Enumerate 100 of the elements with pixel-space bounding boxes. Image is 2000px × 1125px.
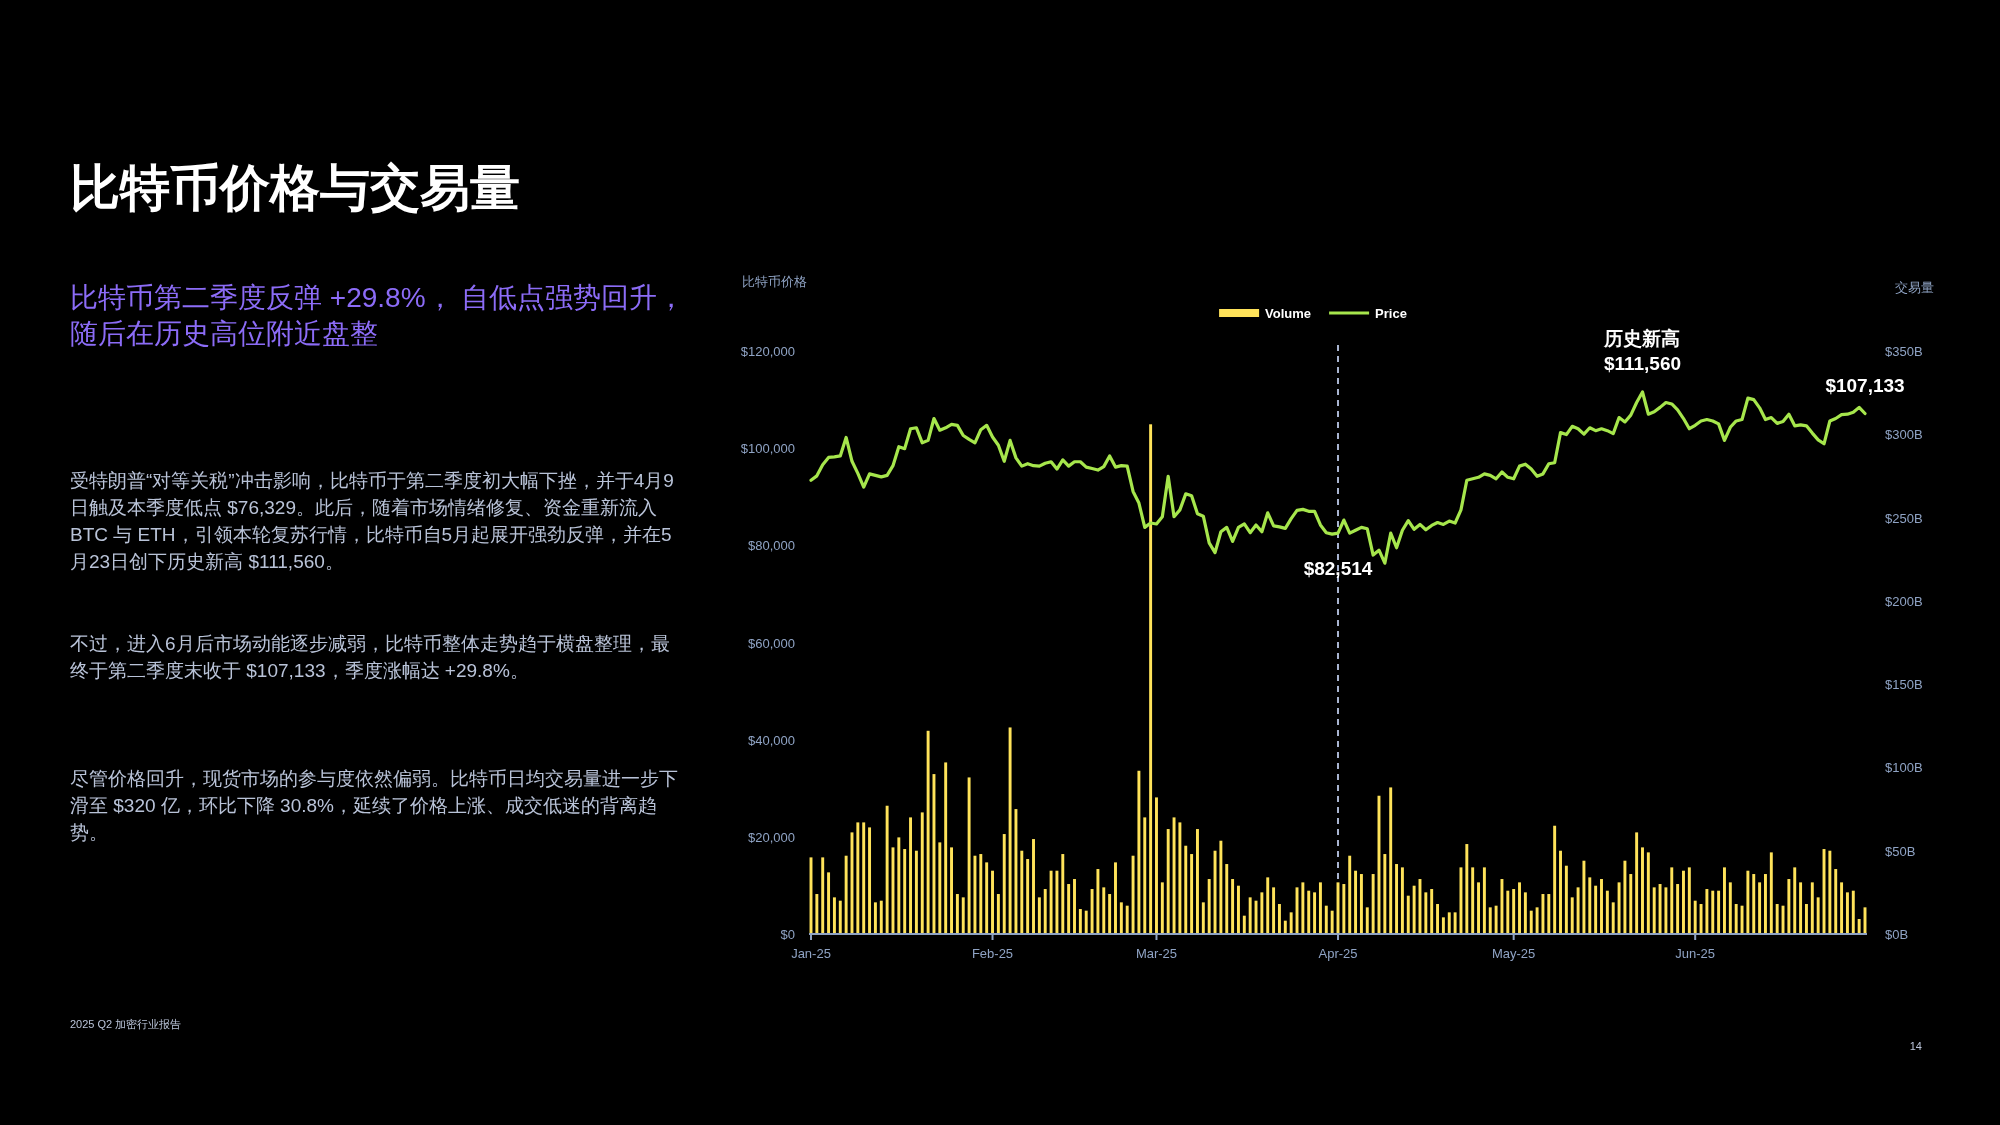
bar [1073, 879, 1076, 934]
bar [1149, 424, 1153, 934]
bar [1207, 879, 1211, 934]
bar [1412, 885, 1416, 934]
y2-tick-label: $0B [1885, 927, 1909, 942]
bar [1547, 894, 1551, 934]
bar [1348, 855, 1352, 934]
bar [1424, 892, 1428, 934]
y2-tick-label: $150B [1885, 677, 1923, 693]
bar [1477, 882, 1480, 934]
bar [1277, 904, 1281, 934]
bar [1559, 850, 1562, 934]
bar [1155, 797, 1158, 934]
bar [1775, 904, 1779, 934]
bar [991, 870, 994, 934]
bar [844, 855, 848, 934]
bar [955, 894, 959, 934]
bar [1090, 889, 1094, 934]
bar [1687, 867, 1691, 934]
bar [1594, 885, 1598, 934]
bar [1576, 887, 1580, 934]
bar [967, 777, 971, 934]
bar [1693, 900, 1697, 934]
bar [1588, 877, 1592, 934]
bar [873, 902, 877, 934]
bar [1600, 879, 1603, 934]
bar [1746, 870, 1750, 934]
bar [1641, 847, 1644, 934]
bar [1318, 882, 1322, 934]
bar [1184, 845, 1188, 934]
bar [1828, 850, 1832, 934]
x-tick-label: Mar-25 [1135, 946, 1178, 961]
bar [1758, 882, 1762, 934]
bar [1518, 882, 1521, 934]
y-tick-label: $20,000 [748, 829, 795, 845]
bar [885, 805, 889, 934]
x-tick-label: Apr-25 [1318, 946, 1358, 961]
bar [1705, 889, 1709, 934]
bar [1196, 829, 1199, 934]
text: 尽管价格回升，现货市场的参与度依然偏弱。比特币日均交易量进一步下滑至 $320 亿，环比下降 30.8%，延续了价格上涨、成交低迷的背离趋势。 [70, 767, 679, 845]
y2-tick-label: $50B [1885, 843, 1916, 859]
bar [1061, 854, 1065, 934]
y-tick-label: $40,000 [748, 732, 795, 748]
y2-axis-title: 交易量 [1895, 280, 1934, 295]
bar [1717, 890, 1721, 934]
bar [1793, 867, 1797, 934]
bar [897, 837, 901, 934]
bar [1840, 882, 1844, 934]
bar [1342, 884, 1346, 934]
bar [1441, 917, 1445, 934]
bar [1851, 890, 1855, 934]
bar [996, 894, 1000, 934]
bar [1330, 910, 1334, 934]
bar [950, 847, 953, 934]
bar [1084, 910, 1088, 934]
bar [1395, 864, 1399, 934]
x-tick-label: Feb-25 [971, 946, 1014, 961]
y2-tick-label: $350B [1885, 344, 1923, 359]
bar [1447, 912, 1451, 934]
bar [1646, 852, 1650, 934]
bar [1816, 897, 1820, 934]
text: 比特币第二季度反弹 +29.8%， 自低点强势回升，随后在历史高位附近盘整 [70, 281, 687, 351]
annotation: $107,133 [1825, 374, 1905, 396]
bar [1804, 904, 1808, 934]
bar [1658, 884, 1662, 934]
bar [1166, 829, 1170, 934]
bar [1564, 865, 1568, 934]
bar [1664, 887, 1668, 934]
bar [862, 822, 866, 934]
legend-label: Volume [1265, 306, 1312, 321]
bar [1008, 727, 1012, 934]
bar [1652, 887, 1656, 934]
bar [1682, 870, 1685, 934]
bar [1020, 850, 1024, 934]
bar [1231, 879, 1235, 934]
bar [1014, 809, 1018, 934]
bar [1582, 860, 1586, 934]
bar [1248, 897, 1252, 934]
bar [1676, 884, 1680, 934]
bar [1553, 825, 1557, 934]
bar [1529, 910, 1533, 934]
bar [1002, 834, 1006, 934]
bar [1266, 877, 1270, 934]
bar [1043, 889, 1047, 934]
bar [1400, 867, 1404, 934]
bar [1359, 874, 1363, 934]
bar [1769, 852, 1773, 934]
bar [879, 900, 883, 934]
bar [827, 872, 831, 934]
bar [1178, 822, 1182, 934]
bar [1289, 912, 1293, 934]
y-tick-label: $120,000 [740, 344, 795, 359]
bar [1535, 907, 1539, 934]
bar [1611, 902, 1615, 934]
bar [1242, 915, 1246, 934]
bar [1723, 867, 1726, 934]
bar [1313, 892, 1317, 934]
bar [985, 862, 989, 934]
bar [868, 827, 872, 934]
bar [1260, 892, 1264, 934]
